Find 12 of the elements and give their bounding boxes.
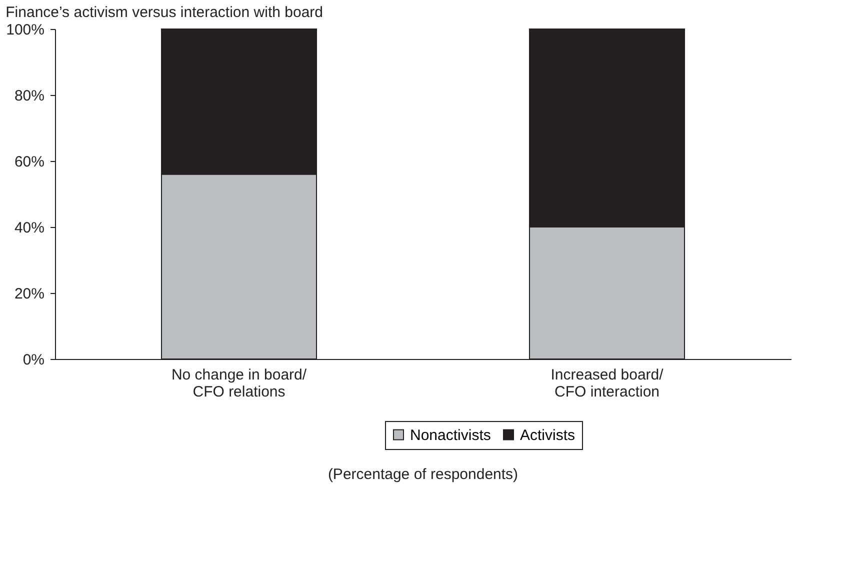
y-tick-label: 0% [22,352,44,368]
text: (Percentage of respondents) [328,466,518,483]
x-tick-label: No change in board/ CFO relations [171,366,308,400]
y-tick-label: 60% [14,154,44,170]
legend-label: Activists [520,426,576,444]
y-tick-label: 80% [14,88,44,104]
y-tick-label: 20% [14,286,44,302]
y-tick-label: 40% [14,220,44,236]
chart-title: Finance’s activism versus interaction with board [6,4,323,21]
y-tick-label: 100% [6,22,44,38]
legend-label: Nonactivists [410,426,491,444]
x-tick-label: Increased board/ CFO interaction [550,366,664,400]
